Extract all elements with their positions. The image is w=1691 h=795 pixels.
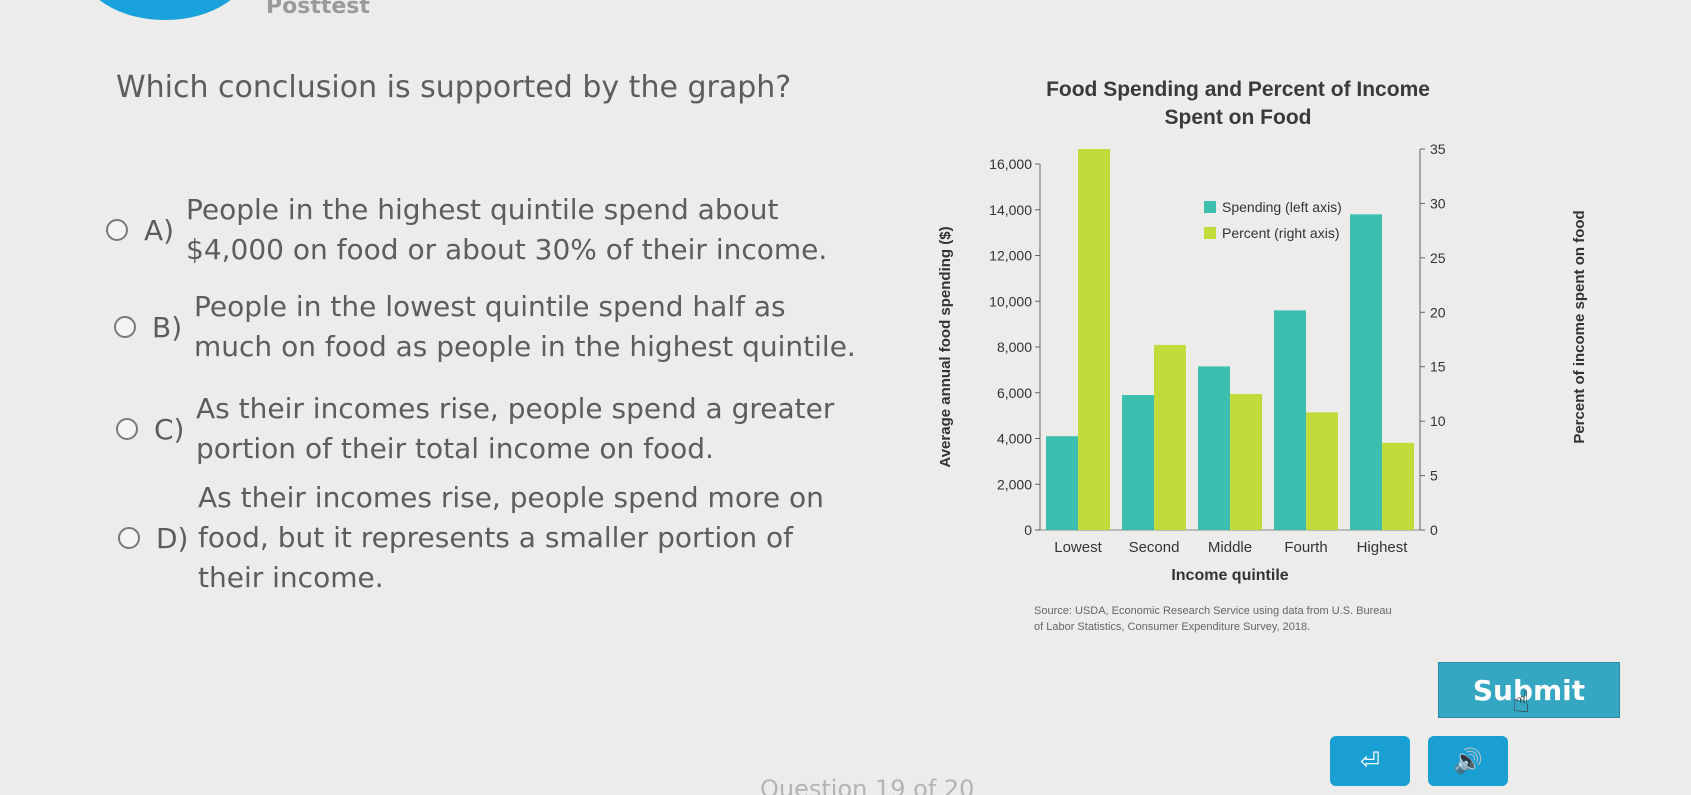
bar-spending [1046,436,1078,530]
x-axis-tick-label: Lowest [1054,539,1102,556]
food-spending-chart: Food Spending and Percent of Income Spent… [937,78,1588,633]
legend-swatch [1204,227,1216,239]
option-b-letter: B) [152,310,183,344]
submit-button[interactable]: Submit [1438,662,1620,718]
right-axis-tick-label: 35 [1430,141,1446,157]
x-axis-label: Income quintile [1171,567,1288,584]
left-axis-tick-label: 0 [1024,522,1032,538]
option-b-text: People in the lowest quintile spend half… [194,287,856,367]
option-b-line-1: People in the lowest quintile spend half… [194,290,786,323]
chart-title-line: Spent on Food [1165,106,1312,129]
option-b-line-2: much on food as people in the highest qu… [194,330,856,363]
legend-label: Spending (left axis) [1222,199,1342,215]
bar-percent [1306,412,1338,530]
question-prompt: Which conclusion is supported by the gra… [116,70,792,105]
option-a-line-1: People in the highest quintile spend abo… [186,193,779,226]
right-axis-tick-label: 5 [1430,468,1438,484]
option-c-letter: C) [154,412,185,446]
audio-button[interactable]: 🔊 [1428,736,1508,786]
radio-button-c[interactable] [116,418,138,440]
option-a-line-2: $4,000 on food or about 30% of their inc… [186,233,828,266]
x-axis-tick-label: Fourth [1284,539,1327,556]
left-axis-tick-label: 6,000 [997,385,1032,401]
page-title: Posttest [266,0,370,19]
question-counter: Question 19 of 20 [760,775,975,795]
bar-spending [1198,366,1230,530]
left-axis-label: Average annual food spending ($) [937,226,954,467]
chart-container: Food Spending and Percent of Income Spent… [920,74,1620,654]
right-axis-tick-label: 0 [1430,522,1438,538]
option-d-text: As their incomes rise, people spend more… [198,478,824,598]
option-d-letter: D) [156,521,189,555]
chart-source-line: of Labor Statistics, Consumer Expenditur… [1034,621,1310,633]
option-d-line-1: As their incomes rise, people spend more… [198,481,824,514]
bar-spending [1122,395,1154,530]
x-axis-tick-label: Highest [1357,539,1409,556]
right-axis-tick-label: 15 [1430,359,1446,375]
legend-swatch [1204,201,1216,213]
bar-percent [1230,393,1262,530]
left-axis-tick-label: 4,000 [997,431,1032,447]
bar-spending [1274,310,1306,530]
exit-icon: ⏎ [1359,747,1381,775]
option-b[interactable]: B) People in the lowest quintile spend h… [114,287,856,367]
chart-source-line: Source: USDA, Economic Research Service … [1034,605,1392,617]
right-axis-tick-label: 25 [1430,250,1446,266]
option-a[interactable]: A) People in the highest quintile spend … [106,190,827,270]
right-axis-label: Percent of income spent on food [1571,210,1588,443]
bar-spending [1350,214,1382,530]
option-c-line-2: portion of their total income on food. [196,432,714,465]
radio-button-d[interactable] [118,527,140,549]
option-c-line-1: As their incomes rise, people spend a gr… [196,392,835,425]
hand-cursor-icon: ☝ [1512,685,1531,720]
x-axis-tick-label: Middle [1208,539,1252,556]
right-axis-tick-label: 30 [1430,195,1446,211]
bar-percent [1382,442,1414,530]
option-a-letter: A) [144,213,175,247]
x-axis-tick-label: Second [1129,539,1180,556]
option-a-text: People in the highest quintile spend abo… [186,190,827,270]
exit-button[interactable]: ⏎ [1330,736,1410,786]
radio-button-b[interactable] [114,316,136,338]
radio-button-a[interactable] [106,219,128,241]
chart-title-line: Food Spending and Percent of Income [1046,78,1430,101]
left-axis-tick-label: 14,000 [989,202,1032,218]
speaker-icon: 🔊 [1453,747,1483,775]
bar-percent [1078,149,1110,530]
left-axis-tick-label: 10,000 [989,293,1032,309]
option-d-line-3: their income. [198,561,384,594]
right-axis-tick-label: 20 [1430,304,1446,320]
legend-label: Percent (right axis) [1222,225,1339,241]
left-axis-tick-label: 8,000 [997,339,1032,355]
right-axis-tick-label: 10 [1430,413,1446,429]
option-d[interactable]: D) As their incomes rise, people spend m… [118,478,824,598]
left-axis-tick-label: 2,000 [997,476,1032,492]
option-c[interactable]: C) As their incomes rise, people spend a… [116,389,834,469]
brand-logo-circle [80,0,250,20]
option-c-text: As their incomes rise, people spend a gr… [196,389,834,469]
bar-percent [1154,344,1186,530]
left-axis-tick-label: 16,000 [989,156,1032,172]
option-d-line-2: food, but it represents a smaller portio… [198,521,794,554]
left-axis-tick-label: 12,000 [989,248,1032,264]
